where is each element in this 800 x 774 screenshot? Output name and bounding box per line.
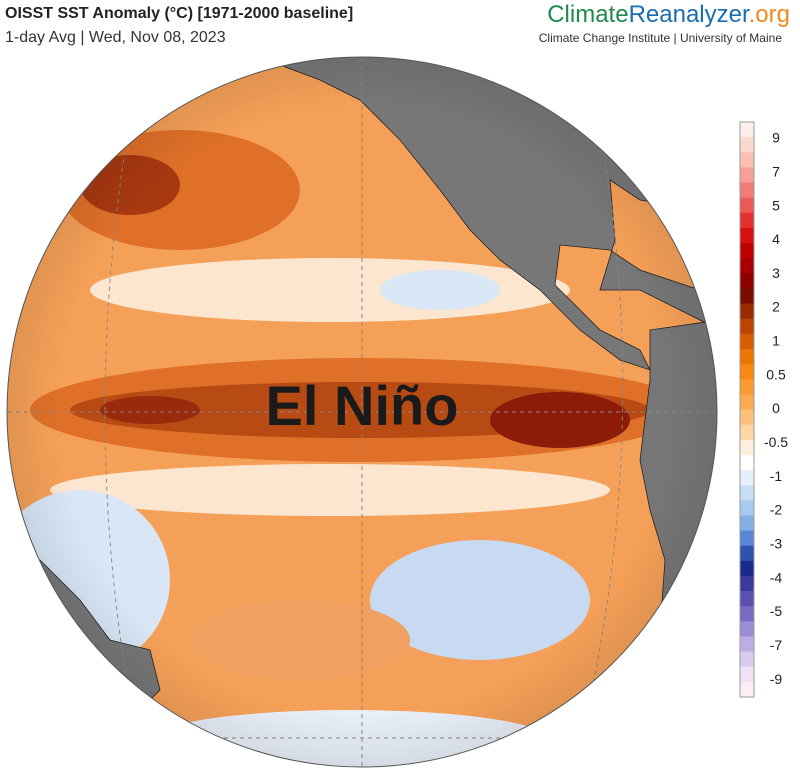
globe-outline: [6, 56, 718, 768]
colorbar-label: -2: [770, 502, 783, 518]
colorbar-swatch: [740, 439, 754, 456]
colorbar-swatch: [740, 636, 754, 652]
colorbar-label: 5: [772, 197, 780, 213]
colorbar-swatch: [740, 545, 754, 562]
colorbar-swatch: [740, 560, 754, 577]
colorbar-swatch: [740, 681, 754, 698]
colorbar-swatch: [740, 424, 754, 441]
colorbar-swatch: [740, 379, 754, 395]
subtitle: 1-day Avg | Wed, Nov 08, 2023: [5, 29, 226, 46]
colorbar-swatch: [740, 591, 754, 607]
colorbar-label: -5: [770, 603, 783, 619]
colorbar: 9 7 5 4 3 2 1 0.5 0 -0.5 -1 -2 -3 -4 -5 -7 -9: [739, 121, 788, 698]
colorbar-swatch: [740, 454, 754, 471]
colorbar-label: -7: [770, 637, 783, 653]
colorbar-swatch: [740, 575, 754, 592]
colorbar-label: 3: [772, 265, 780, 281]
colorbar-swatch: [740, 167, 754, 183]
colorbar-swatch: [740, 182, 754, 198]
colorbar-swatch: [740, 606, 754, 622]
colorbar-label: 4: [772, 231, 780, 247]
colorbar-label: 7: [772, 163, 780, 179]
globe: [7, 57, 717, 767]
colorbar-swatch: [740, 666, 754, 683]
colorbar-label: 1: [772, 333, 780, 349]
brand-part: Reanalyzer: [629, 1, 750, 28]
colorbar-label: 9: [772, 130, 780, 146]
colorbar-swatch: [740, 197, 754, 214]
colorbar-swatch: [740, 500, 754, 516]
colorbar-swatch: [740, 485, 754, 501]
colorbar-swatch: [740, 227, 754, 244]
colorbar-swatch: [740, 621, 754, 637]
brand: ClimateReanalyzer.org: [547, 1, 790, 28]
colorbar-swatch: [740, 348, 754, 365]
colorbar-label: -1: [770, 468, 783, 484]
brand-part: .org: [749, 1, 790, 28]
colorbar-swatch: [740, 273, 754, 289]
colorbar-label: 0.5: [766, 366, 786, 382]
colorbar-swatch: [740, 333, 754, 350]
colorbar-swatch: [740, 303, 754, 320]
colorbar-swatch: [740, 470, 754, 486]
colorbar-swatch: [740, 243, 754, 259]
colorbar-swatch: [740, 318, 754, 335]
colorbar-label: 2: [772, 299, 780, 315]
brand-part: Climate: [547, 1, 628, 28]
colorbar-swatch: [740, 152, 754, 168]
colorbar-swatch: [740, 137, 754, 153]
colorbar-label: -4: [770, 569, 783, 585]
annotation: El Niño: [266, 374, 459, 437]
colorbar-swatch: [740, 212, 754, 229]
colorbar-swatch: [740, 515, 754, 531]
colorbar-swatch: [740, 364, 754, 380]
colorbar-swatch: [740, 409, 754, 425]
colorbar-swatch: [740, 288, 754, 304]
colorbar-swatch: [740, 530, 754, 546]
colorbar-swatch: [740, 651, 754, 668]
colorbar-label: 0: [772, 400, 780, 416]
title: OISST SST Anomaly (°C) [1971-2000 baseli…: [5, 5, 353, 22]
globe-shade: [7, 57, 717, 767]
colorbar-frame: [739, 121, 755, 698]
colorbar-swatch: [740, 258, 754, 274]
colorbar-label: -0.5: [764, 434, 788, 450]
affiliation: Climate Change Institute | University of…: [539, 31, 783, 45]
colorbar-swatch: [740, 394, 754, 410]
colorbar-label: -3: [770, 535, 783, 551]
colorbar-swatch: [740, 122, 754, 138]
colorbar-label: -9: [770, 671, 783, 687]
